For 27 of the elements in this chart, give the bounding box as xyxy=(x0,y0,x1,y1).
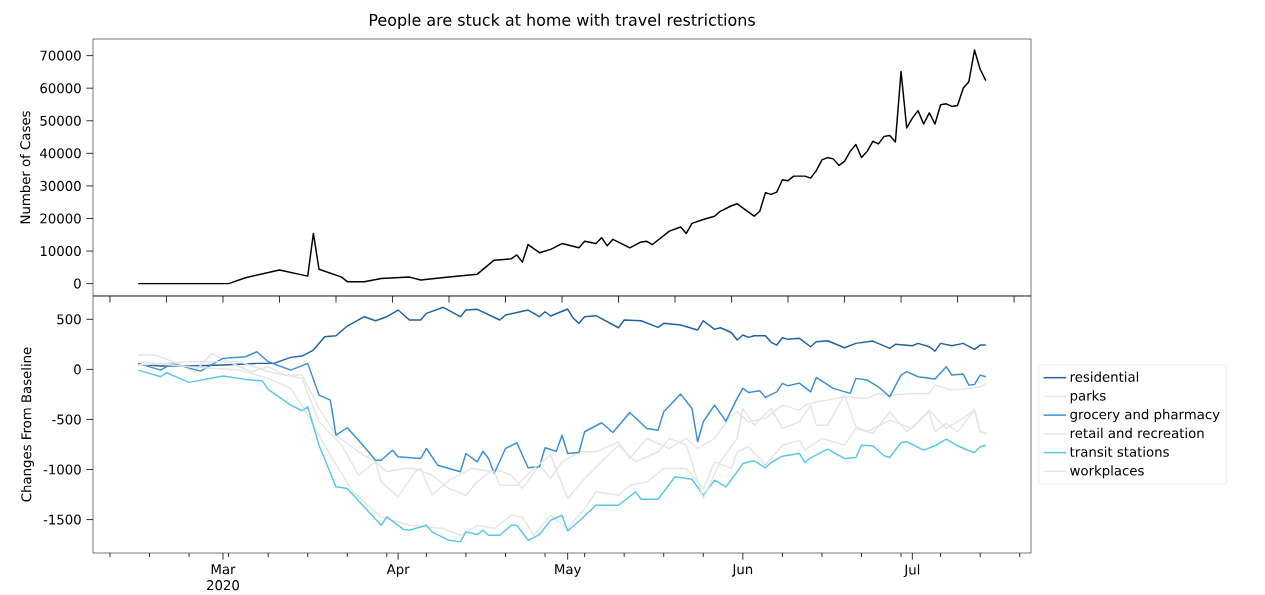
y-tick-label: 60000 xyxy=(40,83,81,94)
y-tick-label: 40000 xyxy=(40,148,81,159)
legend-label: grocery and pharmacy xyxy=(1070,409,1220,422)
legend-label: parks xyxy=(1070,390,1106,404)
x-tick-label: Mar 2020 xyxy=(207,564,239,591)
y-tick-label: 30000 xyxy=(40,180,81,191)
y-tick-label: 20000 xyxy=(40,213,81,224)
y-tick-label: 50000 xyxy=(40,115,81,126)
legend-label: transit stations xyxy=(1069,446,1169,457)
legend-label: residential xyxy=(1070,371,1139,382)
y-tick-label: -500 xyxy=(52,414,81,425)
y-tick-label: 0 xyxy=(74,364,81,375)
y-tick-label: -1000 xyxy=(43,464,81,475)
y-axis-title: Changes From Baseline xyxy=(21,347,34,502)
y-tick-label: 70000 xyxy=(40,50,81,61)
chart-title: People are stuck at home with travel restrictions xyxy=(369,13,755,29)
y-tick-label: 10000 xyxy=(40,246,81,257)
y-tick-label: 0 xyxy=(74,278,81,289)
x-tick-label: Jun xyxy=(731,564,753,577)
x-tick-label: May xyxy=(555,564,582,577)
x-tick-label: Apr xyxy=(386,564,410,577)
y-tick-label: -1500 xyxy=(43,514,81,525)
x-tick-label: Jul xyxy=(903,564,920,578)
legend-label: workplaces xyxy=(1070,465,1144,479)
legend-label: retail and recreation xyxy=(1070,427,1204,439)
y-axis-title: Number of Cases xyxy=(19,111,31,224)
y-tick-label: 500 xyxy=(57,314,81,325)
